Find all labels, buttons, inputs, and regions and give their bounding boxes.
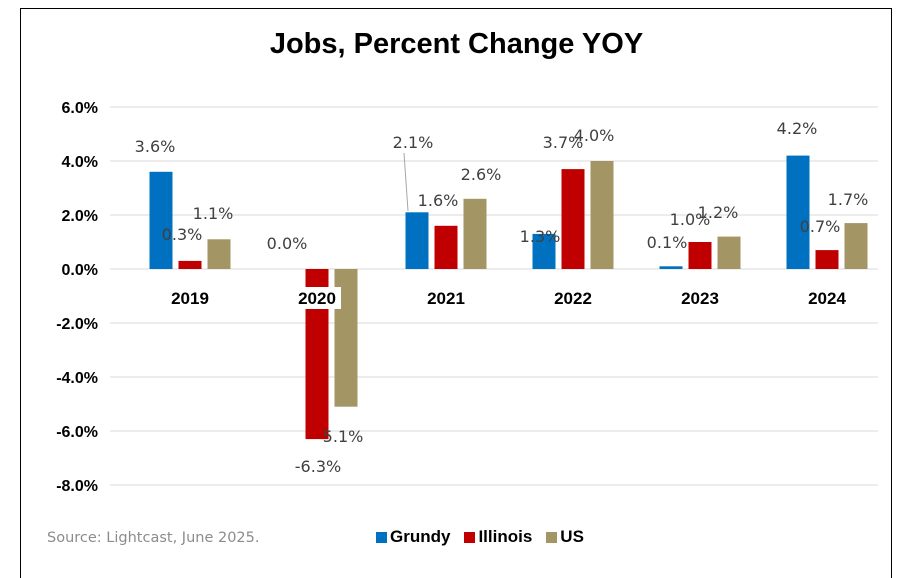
- category-label: 2021: [427, 289, 465, 308]
- legend-item-us: US: [546, 527, 584, 547]
- category-label-background: [166, 287, 214, 309]
- data-label-illinois: 0.3%: [162, 225, 203, 244]
- bar-grundy: [149, 171, 173, 269]
- category-label: 2024: [808, 289, 846, 308]
- legend-label-illinois: Illinois: [478, 527, 533, 546]
- data-label-illinois: 0.7%: [800, 217, 841, 236]
- bar-illinois: [178, 260, 202, 269]
- category-label-background: [803, 287, 851, 309]
- bar-grundy: [405, 212, 429, 269]
- bar-grundy: [532, 233, 556, 269]
- data-label-us: 2.6%: [461, 165, 502, 184]
- data-label-leader-line: [403, 152, 409, 212]
- y-tick-label: 0.0%: [62, 262, 98, 279]
- category-label: 2023: [681, 289, 719, 308]
- data-label-illinois: -6.3%: [295, 457, 341, 476]
- y-tick-label: -6.0%: [56, 424, 98, 441]
- legend-swatch-grundy: [376, 531, 387, 543]
- bar-illinois: [815, 250, 839, 269]
- bar-illinois: [688, 242, 712, 269]
- bar-us: [207, 239, 231, 269]
- legend-swatch-us: [546, 531, 558, 543]
- legend-item-illinois: Illinois: [464, 527, 532, 547]
- legend-item-grundy: Grundy: [376, 527, 450, 547]
- y-tick-label: -2.0%: [56, 316, 98, 333]
- chart-frame: [20, 8, 892, 578]
- y-tick-label: -8.0%: [56, 478, 98, 495]
- bar-illinois: [305, 269, 329, 440]
- data-label-us: 4.0%: [574, 126, 615, 145]
- category-label: 2020: [298, 289, 336, 308]
- category-label: 2019: [171, 289, 209, 308]
- data-label-us: 1.1%: [193, 204, 234, 223]
- data-label-grundy: 0.0%: [267, 234, 308, 253]
- y-tick-label: 4.0%: [62, 154, 98, 171]
- bar-illinois: [434, 225, 458, 269]
- legend: Grundy Illinois US: [376, 527, 584, 547]
- data-label-grundy: 2.1%: [393, 133, 434, 152]
- bar-grundy: [659, 266, 683, 269]
- bar-us: [463, 198, 487, 269]
- data-label-grundy: 0.1%: [647, 233, 688, 252]
- data-label-grundy: 3.6%: [135, 137, 176, 156]
- data-label-grundy: 4.2%: [777, 119, 818, 138]
- data-label-us: 1.2%: [698, 203, 739, 222]
- data-label-illinois: 1.6%: [418, 191, 459, 210]
- bar-us: [717, 236, 741, 269]
- category-label: 2022: [554, 289, 592, 308]
- category-label-background: [676, 287, 724, 309]
- data-label-us: 1.7%: [828, 190, 869, 209]
- bar-us: [590, 161, 614, 269]
- category-label-background: [422, 287, 470, 309]
- y-tick-label: 2.0%: [62, 208, 98, 225]
- legend-swatch-illinois: [464, 531, 476, 543]
- category-label-background: [293, 287, 341, 309]
- data-label-illinois: 1.0%: [670, 210, 711, 229]
- legend-label-us: US: [560, 527, 584, 546]
- bar-grundy: [786, 155, 810, 269]
- y-tick-label: 6.0%: [62, 100, 98, 117]
- source-note: Source: Lightcast, June 2025.: [47, 530, 260, 546]
- data-label-grundy: 1.3%: [520, 227, 561, 246]
- bar-us: [844, 223, 868, 269]
- y-tick-label: -4.0%: [56, 370, 98, 387]
- bar-illinois: [561, 169, 585, 269]
- data-label-illinois: 3.7%: [543, 133, 584, 152]
- legend-label-grundy: Grundy: [390, 527, 451, 546]
- data-label-us: 5.1%: [323, 427, 364, 446]
- chart-title: Jobs, Percent Change YOY: [269, 28, 644, 60]
- category-label-background: [549, 287, 597, 309]
